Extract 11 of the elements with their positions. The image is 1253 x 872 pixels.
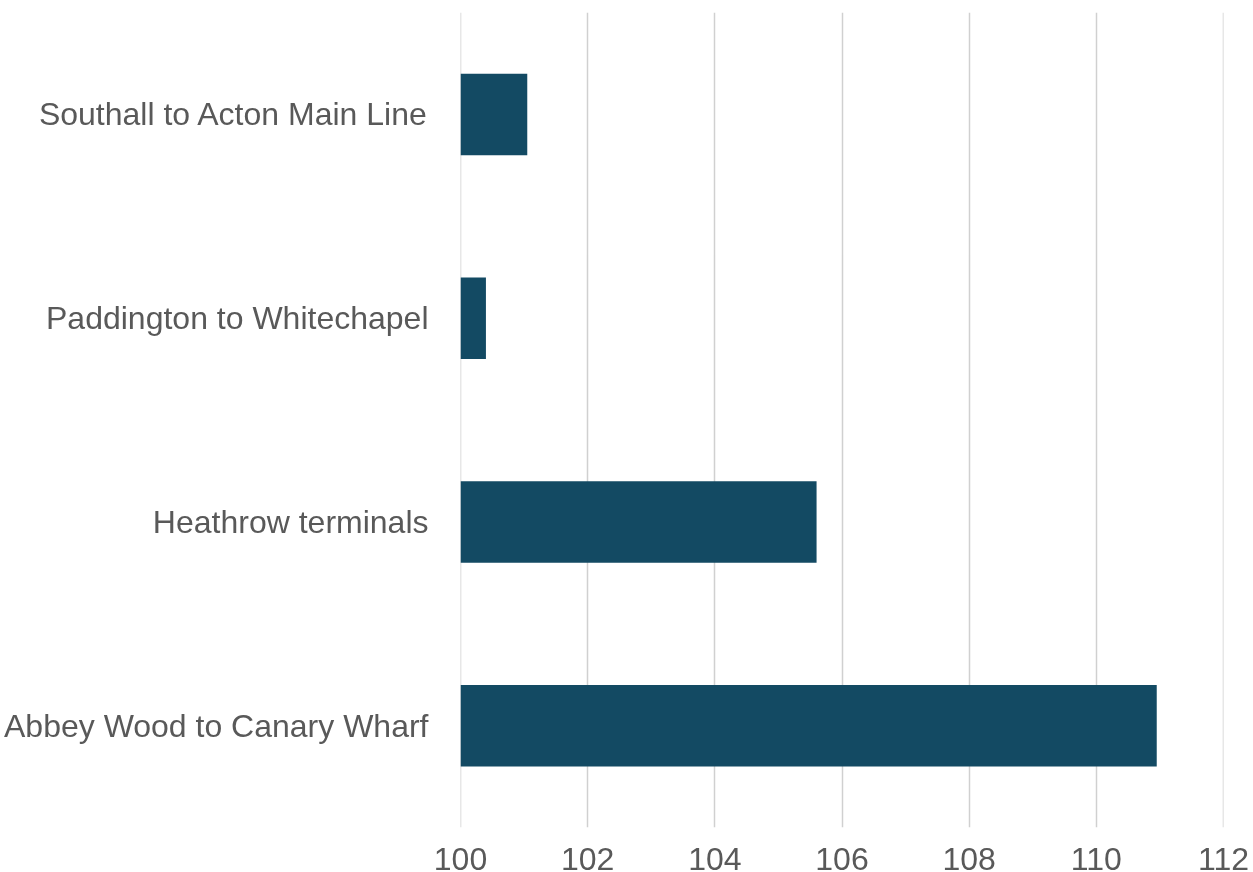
y-tick-label: Heathrow terminals (152, 503, 429, 540)
y-tick-label: Southall to Acton Main Line (38, 96, 427, 133)
y-tick-label: Paddington to Whitechapel (46, 300, 429, 337)
x-tick-label: 104 (688, 840, 742, 872)
x-tick-label: 110 (1070, 840, 1122, 872)
x-tick-label: 106 (815, 840, 869, 872)
x-tick-label: 108 (942, 840, 996, 872)
x-tick-label: 112 (1197, 840, 1250, 872)
y-tick-label: Abbey Wood to Canary Wharf (4, 707, 429, 744)
x-tick-label: 100 (433, 840, 488, 872)
x-tick-label: 102 (560, 840, 615, 872)
